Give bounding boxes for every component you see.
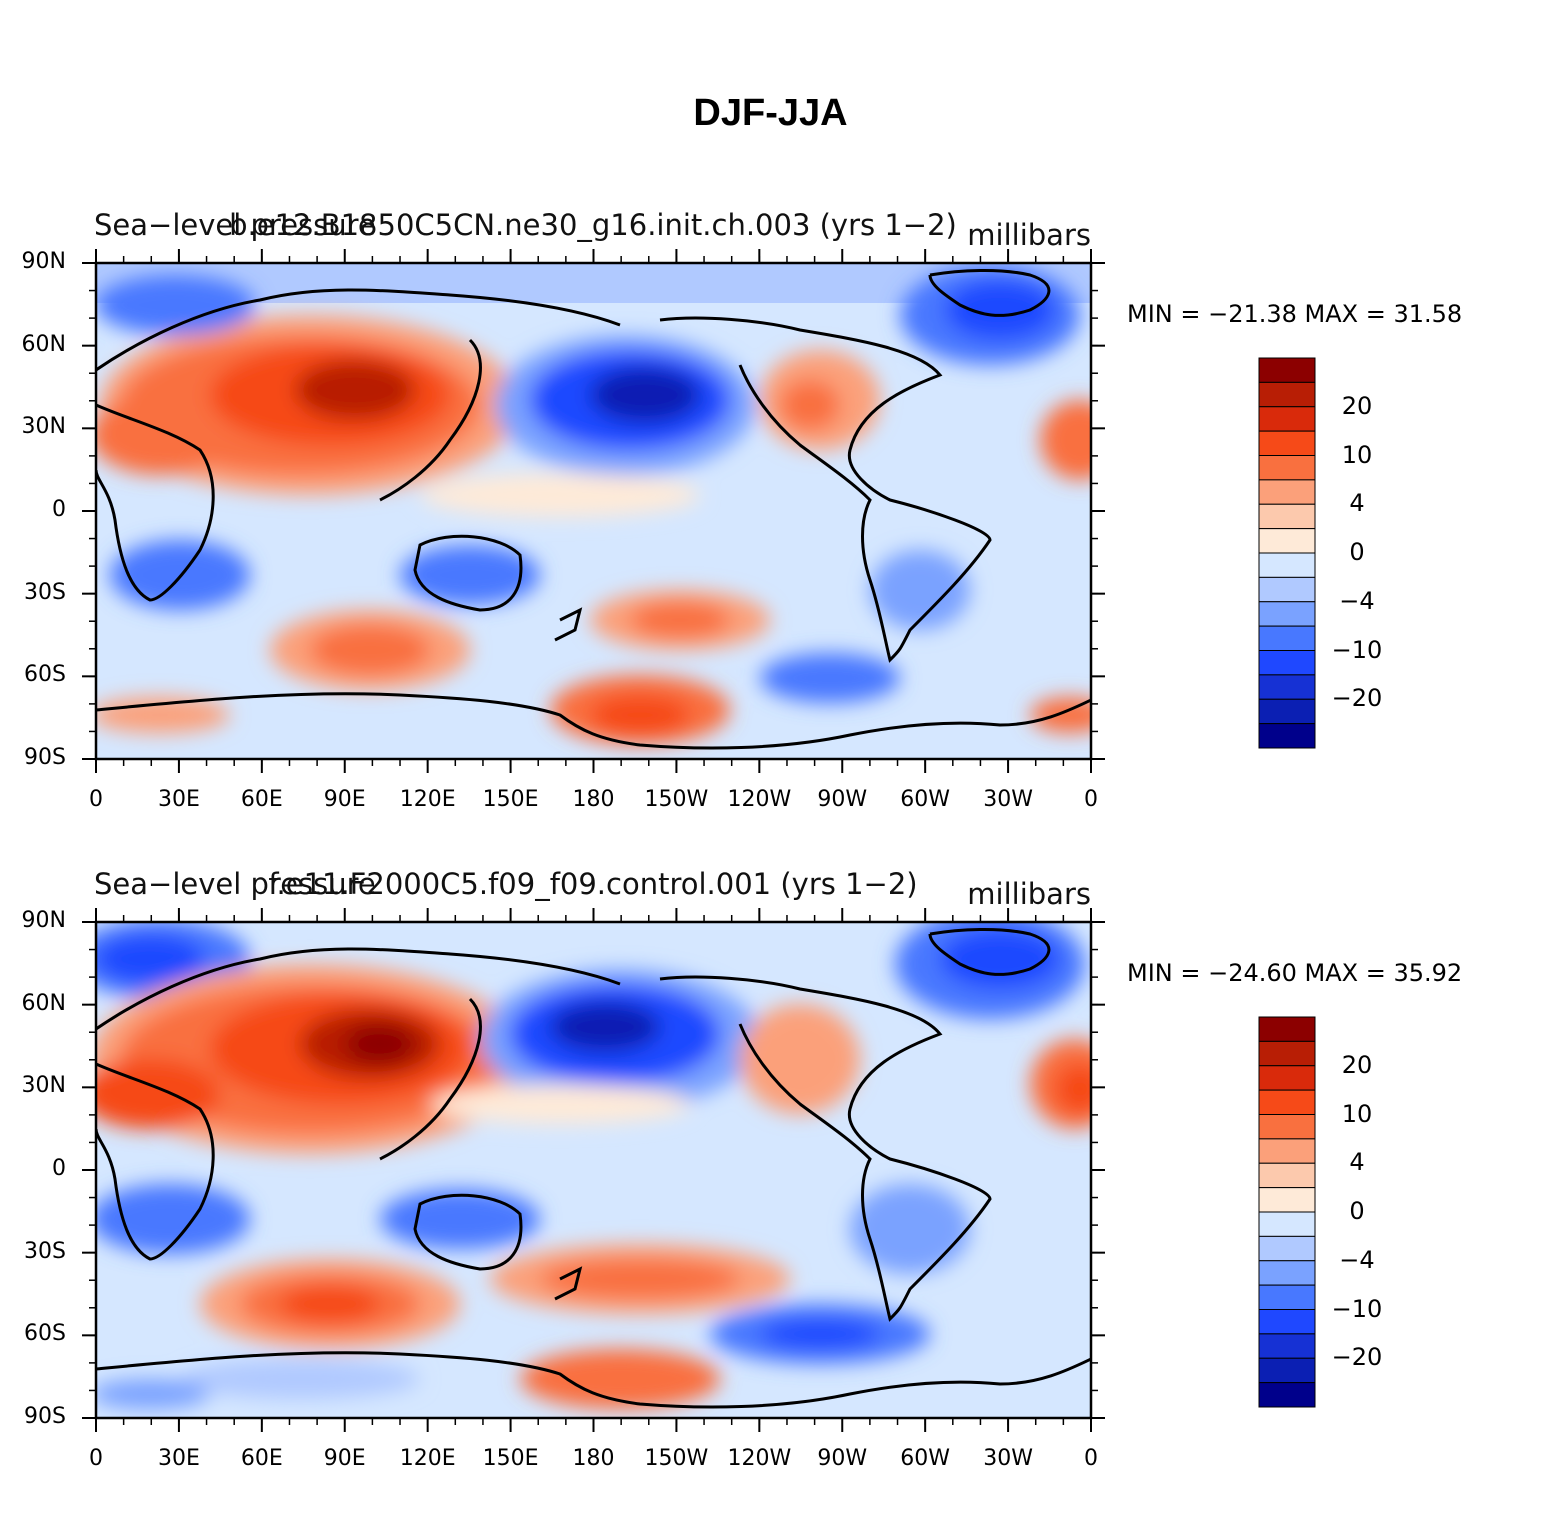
lon-tick-label: 60E (240, 1446, 283, 1471)
lon-tick-label: 150E (482, 1446, 539, 1471)
colorbar-box (1258, 650, 1316, 676)
units-label: millibars (967, 218, 1091, 252)
colorbar-box (1258, 479, 1316, 505)
colorbar-box (1258, 1357, 1316, 1384)
colorbar-label: 10 (1341, 440, 1373, 469)
lat-tick-label: 90N (21, 249, 66, 274)
colorbar-label: 20 (1341, 391, 1373, 420)
lat-tick-label: 0 (52, 1156, 66, 1181)
colorbar-label: 20 (1341, 1050, 1373, 1079)
case-title: f.e11.F2000C5.f09_f09.control.001 (yrs 1… (268, 867, 918, 901)
lat-tick-label: 0 (52, 497, 66, 522)
lon-tick-label: 120W (727, 1446, 792, 1471)
lat-tick-label: 90S (24, 1404, 66, 1429)
colorbar-box (1258, 1235, 1316, 1262)
colorbar-label: −4 (1339, 1245, 1375, 1274)
min-max-label: MIN = −21.38 MAX = 31.58 (1127, 300, 1463, 328)
colorbar-box (1258, 674, 1316, 700)
colorbar-box (1258, 1211, 1316, 1237)
variable-title: Sea−level pressure (94, 208, 376, 242)
contour-map-icon (82, 249, 1316, 773)
colorbar-label: −10 (1331, 1294, 1383, 1323)
lon-tick-label: 0 (1084, 1446, 1098, 1471)
lon-tick-label: 0 (1084, 787, 1098, 812)
lon-tick-label: 60E (240, 787, 283, 812)
lat-tick-label: 30N (21, 414, 66, 440)
colorbar-box (1258, 357, 1316, 383)
map-panel-2: Sea−level pressure f.e11.F2000C5.f09_f09… (0, 849, 1541, 1489)
figure-title: DJF-JJA (693, 92, 848, 134)
lon-tick-label: 30W (983, 787, 1033, 812)
colorbar-box (1258, 503, 1316, 530)
colorbar-label: 10 (1341, 1099, 1373, 1128)
colorbar-box (1258, 1284, 1316, 1310)
lat-tick-label: 90N (21, 908, 66, 933)
colorbar-box (1258, 1382, 1316, 1408)
lat-tick-label: 60S (24, 1321, 66, 1347)
units-label: millibars (967, 877, 1091, 911)
colorbar-box (1258, 1065, 1316, 1091)
min-max-label: MIN = −24.60 MAX = 35.92 (1127, 959, 1463, 987)
colorbar-box (1258, 1040, 1316, 1067)
lat-tick-label: 90S (24, 745, 66, 770)
map-panel-1: Sea−level pressure b.e12.B1850C5CN.ne30_… (0, 190, 1541, 830)
case-title: b.e12.B1850C5CN.ne30_g16.init.ch.003 (yr… (229, 208, 957, 242)
colorbar-box (1258, 552, 1316, 578)
lon-tick-label: 150W (644, 1446, 709, 1471)
contour-map-icon (82, 908, 1316, 1432)
variable-title: Sea−level pressure (94, 867, 376, 901)
lon-tick-label: 90W (817, 1446, 868, 1471)
lat-tick-label: 30S (24, 579, 66, 605)
lon-tick-label: 90E (323, 787, 366, 812)
lon-tick-label: 120W (727, 787, 792, 812)
colorbar-label: 4 (1349, 1148, 1365, 1177)
colorbar-label: 0 (1349, 538, 1365, 566)
colorbar-box (1258, 406, 1316, 432)
colorbar-box (1258, 1187, 1316, 1213)
colorbar-label: −20 (1331, 684, 1383, 713)
colorbar-box (1258, 1016, 1316, 1042)
colorbar-box (1258, 1089, 1316, 1115)
colorbar-box (1258, 1138, 1316, 1164)
lon-tick-label: 30E (157, 787, 200, 812)
colorbar-label: −20 (1331, 1343, 1383, 1372)
colorbar-box (1258, 455, 1316, 481)
lon-tick-label: 180 (572, 787, 615, 812)
colorbar-box (1258, 576, 1316, 603)
lon-tick-label: 120E (399, 787, 456, 812)
lon-tick-label: 0 (89, 1446, 103, 1471)
colorbar-box (1258, 1260, 1316, 1286)
lon-tick-label: 60W (900, 1446, 951, 1471)
lon-tick-label: 120E (399, 1446, 456, 1471)
lat-tick-label: 60S (24, 662, 66, 688)
lat-tick-label: 60N (21, 990, 66, 1016)
colorbar-box (1258, 1333, 1316, 1359)
colorbar-box (1258, 723, 1316, 749)
lat-tick-label: 30S (24, 1238, 66, 1264)
lon-tick-label: 150E (482, 787, 539, 812)
colorbar-label: −10 (1331, 635, 1383, 664)
colorbar-box (1258, 381, 1316, 408)
colorbar-label: −4 (1339, 586, 1375, 615)
lon-tick-label: 60W (900, 787, 951, 812)
lat-tick-label: 60N (21, 331, 66, 357)
colorbar-label: 4 (1349, 489, 1365, 518)
colorbar-box (1258, 698, 1316, 725)
colorbar-box (1258, 601, 1316, 627)
colorbar-box (1258, 430, 1316, 456)
lon-tick-label: 30W (983, 1446, 1033, 1471)
lat-tick-label: 30N (21, 1073, 66, 1099)
colorbar-box (1258, 1114, 1316, 1140)
colorbar-box (1258, 1162, 1316, 1189)
colorbar-box (1258, 625, 1316, 651)
colorbar-label: 0 (1349, 1197, 1365, 1225)
lon-tick-label: 150W (644, 787, 709, 812)
lon-tick-label: 90E (323, 1446, 366, 1471)
lon-tick-label: 90W (817, 787, 868, 812)
colorbar-box (1258, 528, 1316, 554)
lon-tick-label: 180 (572, 1446, 615, 1471)
lon-tick-label: 30E (157, 1446, 200, 1471)
colorbar-box (1258, 1309, 1316, 1335)
lon-tick-label: 0 (89, 787, 103, 812)
